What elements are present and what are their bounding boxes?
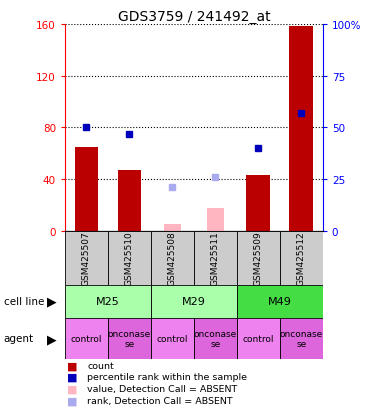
Bar — [65, 318, 108, 359]
Text: control: control — [157, 334, 188, 343]
Bar — [280, 231, 323, 285]
Bar — [280, 318, 323, 359]
Bar — [65, 231, 108, 285]
Bar — [207, 208, 224, 231]
Bar — [118, 171, 141, 231]
Bar — [108, 231, 151, 285]
Bar — [246, 176, 270, 231]
Bar — [151, 318, 194, 359]
Text: control: control — [70, 334, 102, 343]
Text: ■: ■ — [67, 395, 77, 405]
Bar — [237, 231, 280, 285]
Text: ▶: ▶ — [47, 332, 57, 345]
Bar — [151, 231, 194, 285]
Text: GSM425511: GSM425511 — [211, 231, 220, 285]
Text: ■: ■ — [67, 361, 77, 370]
Text: GSM425512: GSM425512 — [297, 231, 306, 285]
Bar — [65, 285, 151, 318]
Text: GSM425507: GSM425507 — [82, 231, 91, 285]
Bar — [194, 231, 237, 285]
Bar — [237, 318, 280, 359]
Text: M49: M49 — [268, 297, 292, 306]
Text: onconase
se: onconase se — [108, 329, 151, 348]
Bar — [289, 27, 313, 231]
Text: ▶: ▶ — [47, 295, 57, 308]
Bar — [108, 318, 151, 359]
Text: onconase
se: onconase se — [280, 329, 323, 348]
Text: GSM425509: GSM425509 — [254, 231, 263, 285]
Text: agent: agent — [4, 334, 34, 344]
Text: ■: ■ — [67, 384, 77, 394]
Text: ■: ■ — [67, 372, 77, 382]
Text: M29: M29 — [182, 297, 206, 306]
Text: count: count — [87, 361, 114, 370]
Bar — [237, 285, 323, 318]
Bar — [151, 285, 237, 318]
Text: GSM425510: GSM425510 — [125, 231, 134, 285]
Title: GDS3759 / 241492_at: GDS3759 / 241492_at — [118, 10, 270, 24]
Text: onconase
se: onconase se — [194, 329, 237, 348]
Text: percentile rank within the sample: percentile rank within the sample — [87, 373, 247, 382]
Text: rank, Detection Call = ABSENT: rank, Detection Call = ABSENT — [87, 396, 233, 405]
Text: cell line: cell line — [4, 297, 44, 306]
Bar — [194, 318, 237, 359]
Bar — [164, 225, 181, 231]
Text: control: control — [243, 334, 274, 343]
Text: GSM425508: GSM425508 — [168, 231, 177, 285]
Text: value, Detection Call = ABSENT: value, Detection Call = ABSENT — [87, 384, 237, 393]
Bar — [75, 147, 98, 231]
Text: M25: M25 — [96, 297, 120, 306]
